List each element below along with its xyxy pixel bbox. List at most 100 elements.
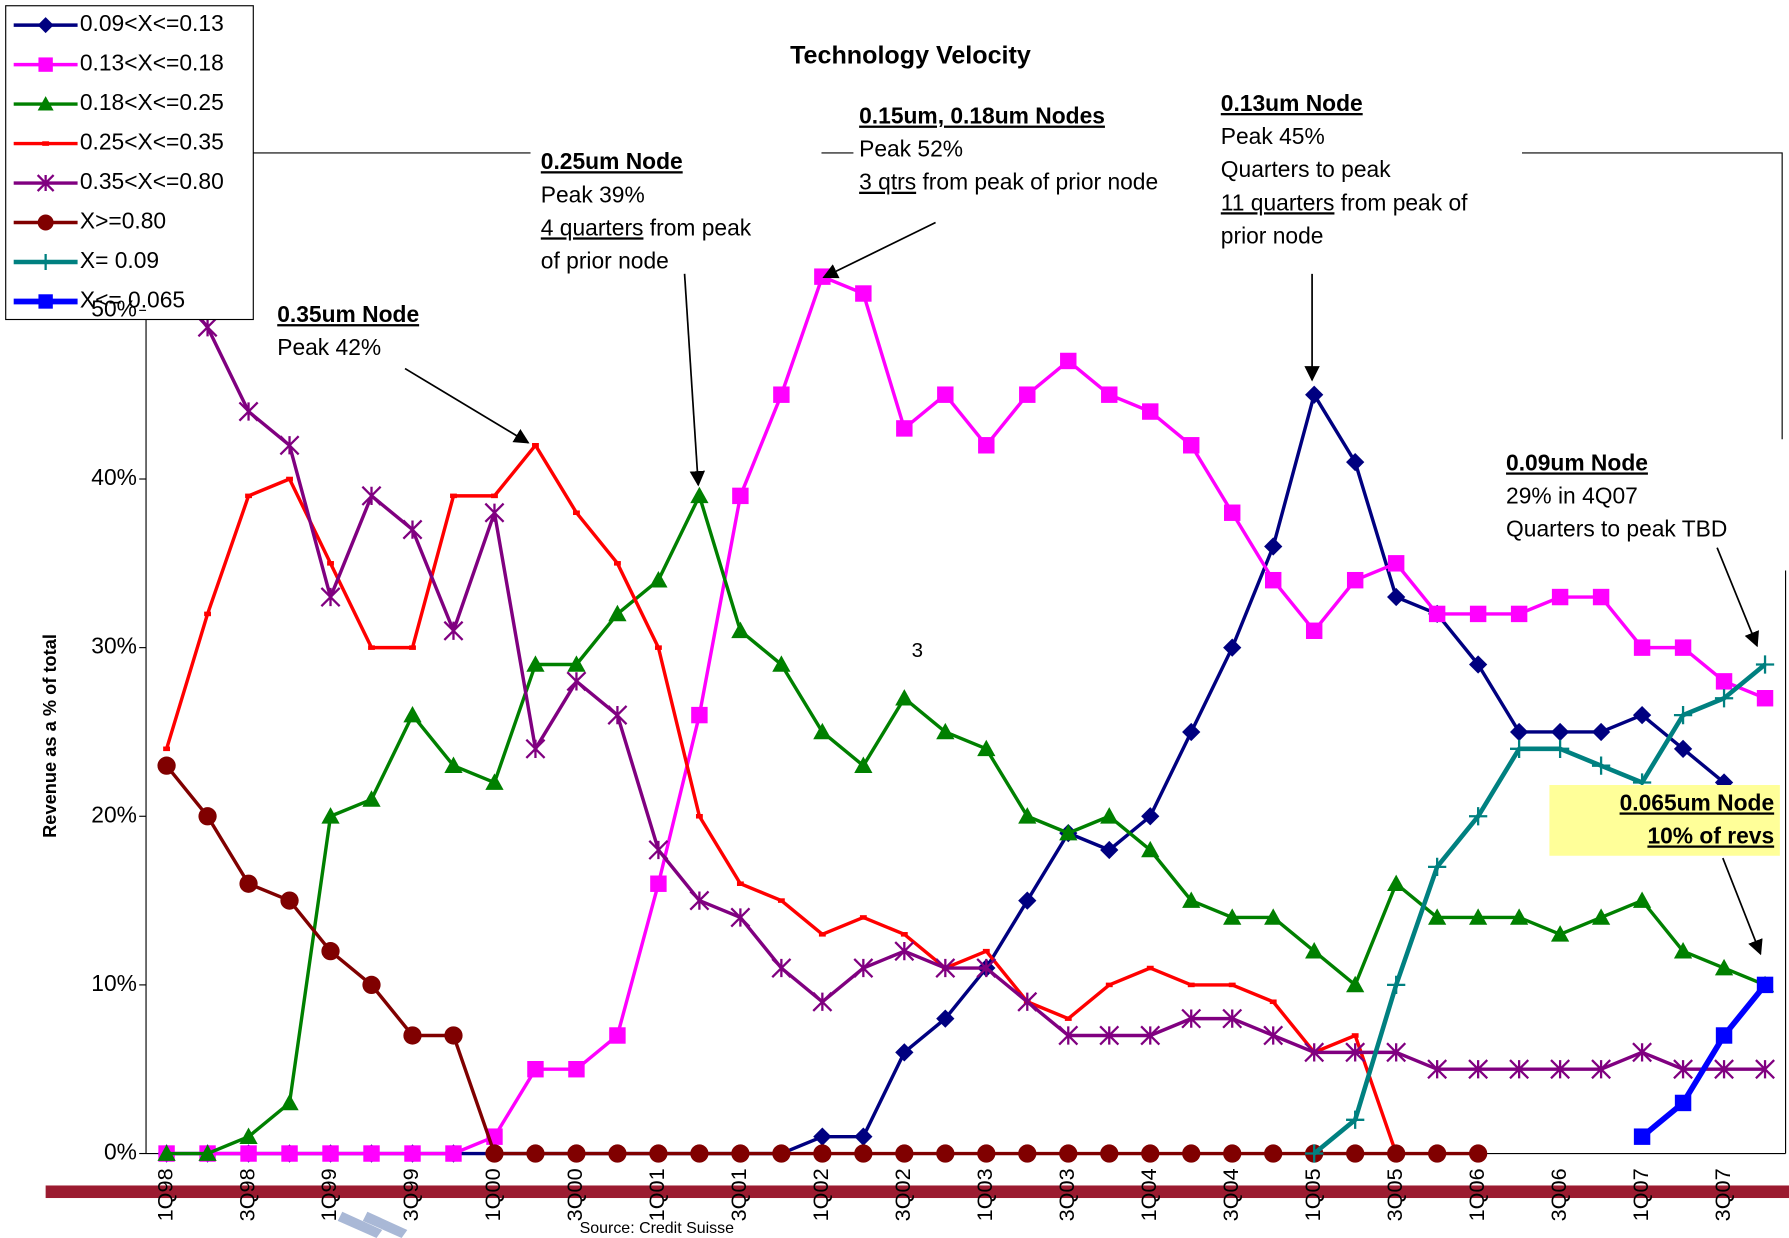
marker <box>1756 976 1774 994</box>
marker <box>977 1144 996 1163</box>
marker <box>1064 1016 1072 1021</box>
marker <box>1058 1025 1079 1046</box>
annotation-title: 0.35um Node <box>277 301 419 327</box>
marker <box>731 1144 750 1163</box>
x-tick-label: 3Q06 <box>1546 1168 1571 1221</box>
marker <box>649 571 668 588</box>
marker <box>1469 655 1488 674</box>
marker <box>197 317 218 338</box>
marker <box>896 420 913 437</box>
marker <box>777 898 785 903</box>
x-tick-label: 1Q02 <box>808 1168 833 1221</box>
annotation-text: 4 quarters <box>541 214 644 240</box>
marker <box>445 1145 462 1162</box>
marker <box>1263 1025 1284 1046</box>
marker <box>1141 807 1160 826</box>
annotation-text: Peak 52% <box>859 136 963 162</box>
marker <box>1591 908 1611 925</box>
marker <box>689 890 710 911</box>
marker <box>363 1145 380 1162</box>
marker <box>853 958 874 978</box>
marker <box>977 739 996 757</box>
marker <box>1142 403 1159 420</box>
marker <box>936 1009 955 1028</box>
marker <box>1550 925 1570 942</box>
marker <box>1018 891 1037 910</box>
annotation-line: 11 quarters from peak of <box>1221 189 1468 215</box>
marker <box>690 486 709 504</box>
marker <box>1509 1059 1530 1080</box>
marker <box>491 493 498 499</box>
marker <box>1017 991 1038 1012</box>
x-tick-label: 3Q99 <box>398 1168 423 1221</box>
annotation-line: prior node <box>1221 222 1324 248</box>
marker <box>402 519 423 540</box>
marker <box>1633 639 1651 656</box>
marker <box>320 587 341 607</box>
marker <box>648 840 669 860</box>
legend-marker <box>37 96 54 111</box>
marker <box>1632 705 1652 725</box>
series-line <box>165 275 1766 1071</box>
marker <box>484 502 505 523</box>
marker <box>362 975 381 995</box>
marker <box>1101 386 1118 403</box>
marker <box>773 386 790 403</box>
marker <box>485 1144 504 1163</box>
marker <box>1182 722 1201 742</box>
annotation-line: Peak 42% <box>277 334 381 360</box>
source: Source: Credit Suisse <box>580 1220 735 1237</box>
x-tick-label: 3Q05 <box>1382 1168 1407 1221</box>
marker <box>1305 942 1324 959</box>
marker <box>1550 722 1570 742</box>
y-tick-label: 50% <box>91 295 137 321</box>
annotation-text: Quarters to peak TBD <box>1506 516 1727 542</box>
marker <box>1019 386 1036 403</box>
annotation-line: 29% in 4Q07 <box>1506 483 1638 509</box>
marker <box>157 756 176 775</box>
marker <box>245 493 252 499</box>
marker <box>1756 690 1774 707</box>
marker <box>1755 1059 1775 1080</box>
marker <box>1509 908 1529 925</box>
marker <box>732 487 749 505</box>
marker <box>1592 588 1610 606</box>
marker <box>1060 352 1077 370</box>
annotation-line: Quarters to peak TBD <box>1506 516 1727 542</box>
legend: 0.09<X<=0.13 0.13<X<=0.18 0.18<X<=0.25 0.25… <box>5 5 254 321</box>
note: 3 <box>912 639 923 662</box>
marker <box>609 1027 626 1044</box>
series-line <box>1312 662 1767 1156</box>
marker <box>361 485 382 506</box>
annotation-text: 29% in 4Q07 <box>1506 483 1638 509</box>
annotation-line: Peak 45% <box>1221 123 1325 149</box>
marker <box>854 1144 873 1163</box>
x-tick-label: 1Q06 <box>1464 1168 1489 1221</box>
annotation-line: 4 quarters from peak <box>541 214 752 240</box>
marker <box>1591 756 1611 775</box>
marker <box>1305 385 1324 404</box>
y-tick-label: 40% <box>91 464 137 490</box>
series-line <box>166 494 1766 1156</box>
x-tick-label: 3Q03 <box>1054 1168 1079 1221</box>
marker <box>240 1145 257 1162</box>
marker <box>409 645 416 650</box>
marker <box>1018 807 1037 824</box>
marker <box>695 813 703 819</box>
marker <box>567 1144 586 1163</box>
marker <box>1715 673 1733 690</box>
marker <box>614 561 621 566</box>
marker <box>527 1061 544 1078</box>
marker <box>1469 908 1488 925</box>
marker <box>239 1127 258 1144</box>
legend-label: 0.35<X<=0.80 <box>80 168 224 194</box>
marker <box>1387 874 1406 892</box>
x-tick-label: 1Q04 <box>1136 1168 1161 1221</box>
legend-label: 0.18<X<=0.25 <box>80 89 224 115</box>
annotation-text: Peak 45% <box>1221 123 1325 149</box>
annotation-line: Quarters to peak <box>1221 156 1391 182</box>
marker <box>444 1026 463 1045</box>
marker <box>982 948 990 954</box>
marker <box>1141 1144 1160 1163</box>
x-tick-label: 1Q07 <box>1628 1168 1653 1221</box>
